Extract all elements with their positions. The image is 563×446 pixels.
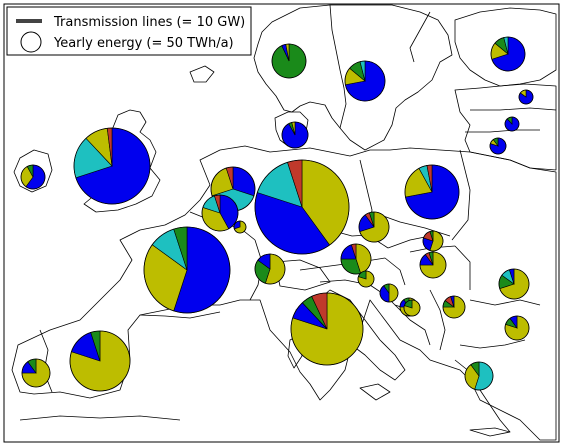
pie-es [69, 330, 131, 392]
pie-outline [358, 211, 390, 243]
pie-ch [254, 253, 286, 285]
pie-hu [419, 251, 447, 279]
ireland [13, 149, 53, 193]
pie-pt [21, 358, 51, 388]
pie-lu [233, 220, 247, 234]
pie-it [290, 292, 364, 366]
estonia-latvia-border [470, 107, 557, 111]
hungary-romania-border [454, 245, 471, 290]
pie-ee [518, 89, 534, 105]
pie-rs [442, 295, 466, 319]
pie-gb [73, 127, 151, 205]
pie-outline [20, 164, 46, 190]
pie-be [201, 194, 239, 232]
pie-no [271, 43, 307, 79]
legend-energy-label: Yearly energy (= 50 TWh/a) [53, 36, 234, 51]
poland-border-east [451, 149, 471, 241]
pie-gr [464, 361, 494, 391]
pie-dk [281, 121, 309, 149]
serbia-border [429, 289, 446, 351]
pie-outline [403, 299, 421, 317]
pie-outline [357, 270, 375, 288]
bulgaria-greece-border [459, 339, 526, 349]
france-spain-border [139, 311, 221, 319]
pie-outline [344, 60, 386, 102]
pie-se [344, 60, 386, 102]
pie-it-n [357, 270, 375, 288]
sicily [359, 383, 391, 401]
pie-ro [498, 268, 530, 300]
pie-pl [404, 164, 460, 220]
switzerland-border [274, 259, 331, 291]
pie-ba [403, 299, 421, 317]
pie-outline [69, 330, 131, 392]
pie-bg [504, 315, 530, 341]
pie-outline [404, 164, 460, 220]
pie-si [379, 283, 399, 303]
pie-sk [422, 230, 444, 252]
norway-sweden-border [329, 4, 347, 129]
pie-outline [504, 116, 520, 132]
pie-outline [254, 159, 350, 255]
legend: Transmission lines (= 10 GW) Yearly ener… [6, 6, 252, 56]
finland-coast [454, 7, 557, 87]
energy-circle-swatch [20, 31, 42, 53]
pie-outline [490, 36, 526, 72]
pie-outline [504, 315, 530, 341]
pie-outline [464, 361, 494, 391]
pie-outline [290, 292, 364, 366]
spain-portugal-border [39, 329, 53, 393]
legend-box [6, 6, 252, 56]
pie-outline [518, 89, 534, 105]
pie-outline [422, 230, 444, 252]
pie-fr [143, 226, 231, 314]
pie-outline [442, 295, 466, 319]
scandinavia-coast [253, 4, 453, 151]
west-africa-edge [19, 415, 181, 421]
pie-outline [21, 358, 51, 388]
pie-outline [271, 43, 307, 79]
iceland-fragment [189, 65, 215, 83]
sweden-finland-border [409, 11, 431, 63]
latvia-lithuania-border [465, 129, 540, 133]
romania-bulgaria-border [469, 299, 541, 306]
pie-outline [489, 137, 507, 155]
pie-outline [254, 253, 286, 285]
pie-outline [281, 121, 309, 149]
crete [469, 427, 511, 437]
pie-outline [233, 220, 247, 234]
energy-pie-charts [20, 36, 534, 392]
pie-outline [498, 268, 530, 300]
pie-de [254, 159, 350, 255]
pie-outline [73, 127, 151, 205]
continent-coast [11, 145, 557, 441]
pie-ie [20, 164, 46, 190]
pie-outline [340, 243, 372, 275]
pie-at [340, 243, 372, 275]
pie-outline [419, 251, 447, 279]
austria-hungary-border [384, 257, 406, 286]
pie-outline [143, 226, 231, 314]
legend-transmission-label: Transmission lines (= 10 GW) [53, 15, 245, 30]
pie-lt [489, 137, 507, 155]
pie-lv [504, 116, 520, 132]
pie-outline [379, 283, 399, 303]
country-outlines [11, 4, 557, 441]
pie-cz [358, 211, 390, 243]
pie-fi [490, 36, 526, 72]
pie-outline [201, 194, 239, 232]
